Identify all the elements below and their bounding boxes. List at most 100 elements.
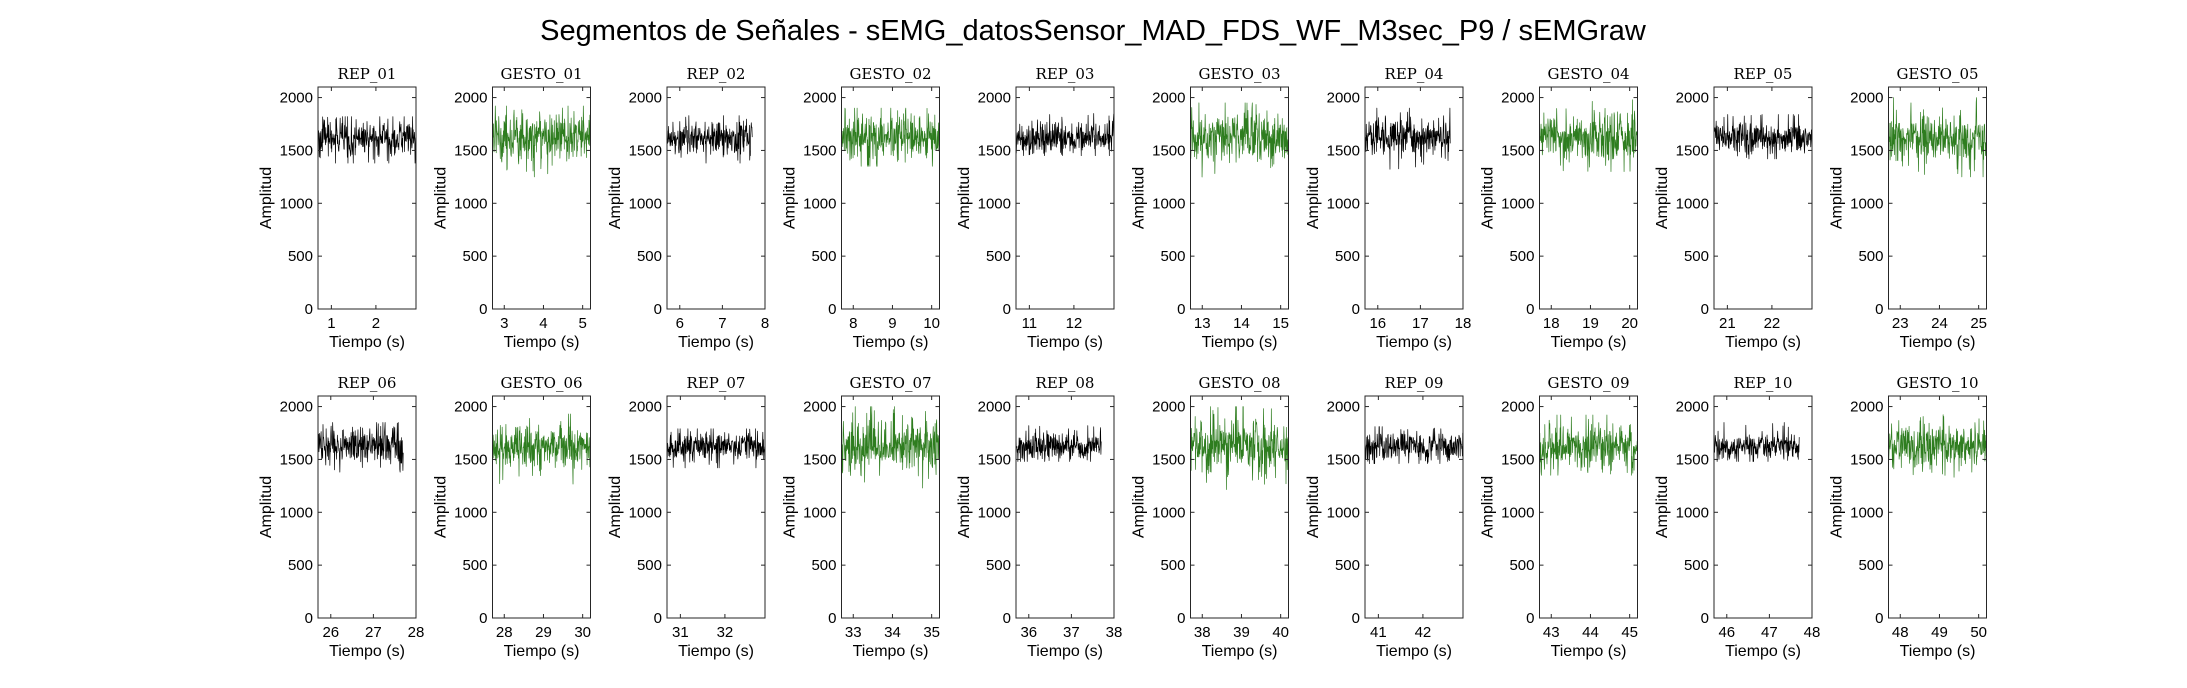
x-axis-label: Tiempo (s) [1376,643,1452,660]
subplot-gesto-10: 0 500 1000 1500 2000 48 49 50 GESTO_10 Tiempo (s)… [1829,374,1988,660]
x-tick-label: 35 [923,624,940,641]
y-tick-label: 1500 [280,451,313,468]
y-tick-label: 1000 [280,504,313,521]
y-tick-label: 1500 [1676,451,1709,468]
subplot-title: REP_10 [1734,374,1793,392]
y-tick-label: 1000 [1501,195,1534,212]
y-tick-label: 2000 [1850,90,1883,107]
figure-title: Segmentos de Señales - sEMG_datosSensor_… [540,15,1647,47]
x-axis-label: Tiempo (s) [1551,334,1627,351]
subplot-rep-06: 0 500 1000 1500 2000 26 27 28 REP_06 Tiempo (s) Am… [258,374,424,660]
y-axis-label: Amplitud [782,167,799,229]
y-tick-label: 0 [1177,610,1185,627]
y-tick-label: 500 [1684,248,1709,265]
y-tick-label: 500 [1858,557,1883,574]
y-tick-label: 0 [1352,610,1360,627]
x-tick-label: 32 [717,624,734,641]
signal-line [1364,426,1464,465]
x-tick-label: 11 [1022,315,1038,332]
y-axis-label: Amplitud [1305,476,1322,538]
y-tick-label: 1000 [978,504,1011,521]
y-tick-label: 1000 [803,504,836,521]
y-tick-label: 1500 [1850,142,1883,159]
y-axis-label: Amplitud [1305,167,1322,229]
y-tick-label: 500 [462,248,487,265]
y-axis-label: Amplitud [607,167,624,229]
x-tick-label: 2 [372,315,380,332]
y-tick-label: 500 [1684,557,1709,574]
axes-frame [666,86,766,310]
x-axis-label: Tiempo (s) [1376,334,1452,351]
subplot-title: REP_09 [1385,374,1444,392]
y-tick-label: 1000 [1152,195,1185,212]
y-tick-label: 500 [288,557,313,574]
axes-frame [1015,86,1115,310]
y-tick-label: 2000 [1676,90,1709,107]
signal-line [1539,414,1638,476]
axes-frame [492,395,591,619]
x-tick-label: 30 [574,624,591,641]
y-tick-label: 0 [305,610,313,627]
x-tick-label: 9 [888,315,896,332]
y-tick-label: 0 [1177,301,1185,318]
y-tick-label: 500 [1335,557,1360,574]
y-tick-label: 500 [637,557,662,574]
x-axis-label: Tiempo (s) [504,334,580,351]
y-tick-label: 0 [1003,610,1011,627]
x-axis-label: Tiempo (s) [1202,643,1278,660]
x-tick-label: 24 [1931,315,1948,332]
y-tick-label: 500 [1160,557,1185,574]
signal-line [1713,114,1813,160]
subplot-gesto-04: 0 500 1000 1500 2000 18 19 20 GESTO_04 Tiempo (s)… [1480,65,1639,351]
x-axis-label: Tiempo (s) [678,643,754,660]
y-tick-label: 1500 [1501,142,1534,159]
subplot-title: REP_01 [338,65,397,83]
x-tick-label: 28 [496,624,513,641]
y-tick-label: 2000 [1152,399,1185,416]
y-tick-label: 500 [637,248,662,265]
y-tick-label: 1000 [1850,504,1883,521]
y-axis-label: Amplitud [1480,476,1497,538]
signal-line [1539,99,1638,172]
y-tick-label: 1500 [454,451,487,468]
subplot-title: GESTO_07 [849,374,931,392]
x-axis-label: Tiempo (s) [329,334,405,351]
y-tick-label: 0 [654,610,662,627]
y-tick-label: 500 [1509,557,1534,574]
x-tick-label: 8 [761,315,769,332]
signal-line [1015,113,1115,157]
subplot-title: REP_07 [687,374,746,392]
subplot-title: GESTO_05 [1896,65,1978,83]
subplot-title: REP_05 [1734,65,1793,83]
y-axis-label: Amplitud [1654,167,1671,229]
subplot-rep-05: 0 500 1000 1500 2000 21 22 REP_05 Tiempo (s) Ampl… [1654,65,1813,351]
y-tick-label: 0 [1526,301,1534,318]
x-tick-label: 13 [1194,315,1211,332]
x-tick-label: 47 [1761,624,1778,641]
axes-frame [1190,86,1289,310]
x-tick-label: 33 [845,624,862,641]
y-tick-label: 2000 [1152,90,1185,107]
y-tick-label: 500 [288,248,313,265]
subplot-title: REP_03 [1036,65,1095,83]
y-axis-label: Amplitud [782,476,799,538]
subplot-title: REP_06 [338,374,397,392]
signal-line [492,413,591,485]
signal-line [1888,414,1987,478]
y-axis-label: Amplitud [1829,476,1846,538]
x-axis-label: Tiempo (s) [1725,643,1801,660]
axes-frame [1888,395,1987,619]
subplot-gesto-06: 0 500 1000 1500 2000 28 29 30 GESTO_06 Tiempo (s)… [433,374,592,660]
x-axis-label: Tiempo (s) [1027,643,1103,660]
x-tick-label: 10 [923,315,940,332]
x-axis-label: Tiempo (s) [853,334,929,351]
x-tick-label: 23 [1892,315,1909,332]
x-axis-label: Tiempo (s) [1551,643,1627,660]
y-tick-label: 0 [1701,610,1709,627]
y-tick-label: 1500 [1676,142,1709,159]
y-tick-label: 2000 [454,399,487,416]
y-tick-label: 1500 [629,451,662,468]
signal-line [317,422,404,473]
x-tick-label: 20 [1621,315,1638,332]
